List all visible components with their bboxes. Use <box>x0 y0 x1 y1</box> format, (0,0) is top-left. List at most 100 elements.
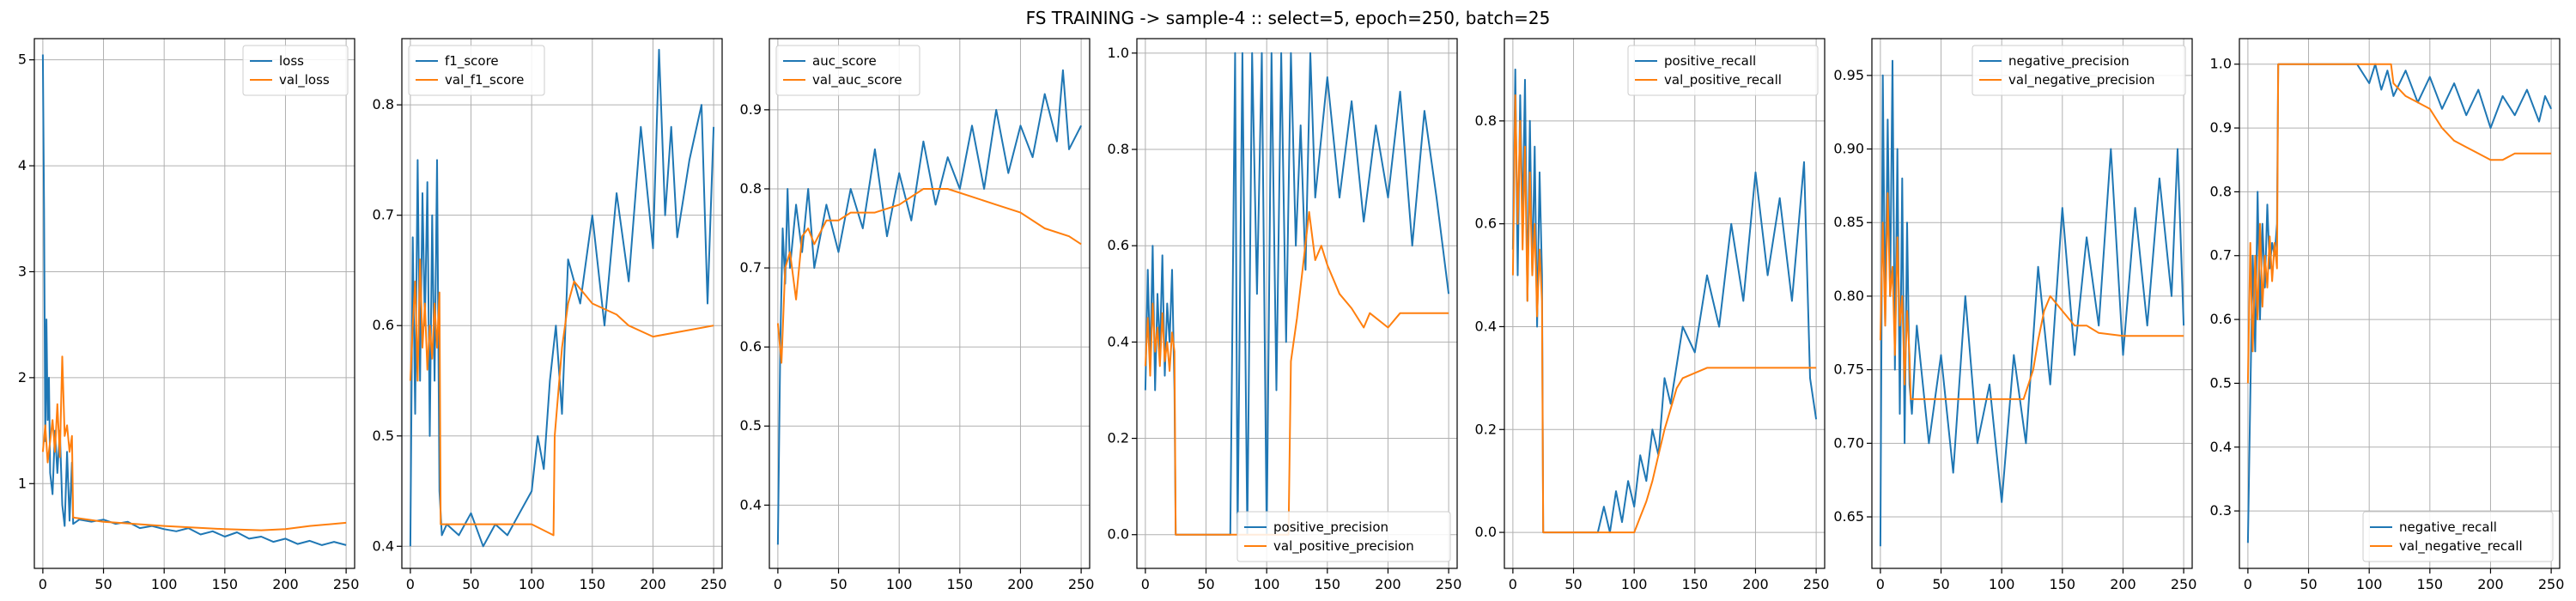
legend: positive_recall val_positive_recall <box>1627 45 1819 96</box>
y-tick-label: 0.80 <box>1833 288 1864 304</box>
y-tick-label: 0.6 <box>1475 216 1497 232</box>
series-line-f1-score <box>409 48 715 548</box>
y-tick-label: 0.8 <box>740 180 762 197</box>
axes-frame <box>1504 38 1826 569</box>
y-tick-label: 0.0 <box>1475 524 1497 540</box>
legend-label: loss <box>279 53 304 69</box>
series-line-positive-precision <box>1144 52 1450 536</box>
x-tick-label: 50 <box>94 576 112 592</box>
series-line-val-auc-score <box>776 188 1082 364</box>
legend-label: positive_recall <box>1664 53 1756 70</box>
x-tick-label: 0 <box>1141 576 1150 592</box>
series-line-val-f1-score <box>409 258 714 537</box>
legend-box <box>408 45 545 96</box>
y-tick-label: 0.75 <box>1833 361 1864 378</box>
series-line-val-negative-precision <box>1879 192 2184 400</box>
x-tick-label: 100 <box>886 576 913 592</box>
x-tick-label: 150 <box>580 576 606 592</box>
y-tick-label: 0.6 <box>2210 311 2232 327</box>
plot-area <box>402 39 722 568</box>
x-tick-label: 200 <box>640 576 666 592</box>
legend: auc_score val_auc_score <box>775 45 920 96</box>
y-tick-label: 0.7 <box>373 207 394 223</box>
y-tick-label: 0.9 <box>740 101 762 118</box>
y-tick-label: 0.3 <box>2210 502 2232 519</box>
y-tick-label: 0.95 <box>1833 67 1864 83</box>
x-tick-label: 200 <box>1742 576 1769 592</box>
x-tick-label: 50 <box>1197 576 1214 592</box>
y-tick-label: 0.5 <box>2210 374 2232 391</box>
x-tick-label: 250 <box>2538 576 2565 592</box>
y-tick-label: 0.8 <box>1108 141 1129 157</box>
y-tick-label: 0.5 <box>740 417 762 434</box>
chart-panels: 0 50 100 150 200 250 1 2 3 4 5 loss val_loss 0 50 100 15… <box>18 38 2565 592</box>
y-tick-label: 5 <box>18 52 27 68</box>
legend-label: auc_score <box>812 53 877 70</box>
y-tick-label: 0.7 <box>740 259 762 276</box>
y-tick-label: 0.65 <box>1833 508 1864 525</box>
x-tick-label: 50 <box>1932 576 1949 592</box>
x-tick-label: 150 <box>1315 576 1341 592</box>
axes-frame <box>33 38 355 569</box>
y-tick-label: 0.4 <box>740 496 762 513</box>
axes-frame <box>769 38 1091 569</box>
legend-label: val_auc_score <box>812 72 902 88</box>
x-tick-label: 100 <box>519 576 545 592</box>
chart-panel-1: 0 50 100 150 200 250 1 2 3 4 5 loss val_loss <box>18 38 359 592</box>
x-tick-label: 250 <box>1803 576 1830 592</box>
chart-panel-5: 0 50 100 150 200 250 0.0 0.2 0.4 0.6 0.8 positive_r… <box>1475 38 1830 592</box>
x-tick-label: 50 <box>462 576 479 592</box>
x-tick-label: 0 <box>2244 576 2252 592</box>
y-tick-label: 0.4 <box>373 537 394 554</box>
legend-label: negative_precision <box>2008 53 2129 70</box>
plot-area <box>34 39 355 568</box>
legend-box <box>775 45 920 96</box>
chart-panel-4: 0 50 100 150 200 250 0.0 0.2 0.4 0.6 0.8 1.0 positiv… <box>1108 38 1461 592</box>
legend-label: positive_precision <box>1273 519 1388 536</box>
chart-panel-6: 0 50 100 150 200 250 0.65 0.70 0.75 0.80 0.85 0.90 0… <box>1833 38 2196 592</box>
chart-panel-7: 0 50 100 150 200 250 0.3 0.4 0.5 0.6 0.7 0.8 0.9 1.0 n… <box>2210 38 2565 592</box>
x-tick-label: 0 <box>39 576 47 592</box>
x-tick-label: 250 <box>701 576 727 592</box>
legend-box <box>2362 511 2554 562</box>
series-line-auc-score <box>776 69 1082 545</box>
x-tick-label: 0 <box>406 576 415 592</box>
legend-label: val_f1_score <box>445 72 524 88</box>
x-tick-label: 100 <box>1621 576 1648 592</box>
y-tick-label: 0.6 <box>1108 237 1129 253</box>
y-tick-label: 0.5 <box>373 428 394 444</box>
series-line-val-positive-recall <box>1511 94 1817 534</box>
y-tick-label: 4 <box>18 157 27 173</box>
x-tick-label: 0 <box>1876 576 1885 592</box>
plot-area <box>1872 39 2192 568</box>
x-tick-label: 100 <box>1254 576 1280 592</box>
legend-box <box>242 45 349 96</box>
legend-label: negative_recall <box>2399 519 2497 536</box>
legend-label: val_positive_recall <box>1664 72 1782 88</box>
y-tick-label: 0.2 <box>1108 430 1129 446</box>
chart-panel-2: 0 50 100 150 200 250 0.4 0.5 0.6 0.7 0.8 f1_scoreva… <box>373 38 727 592</box>
x-tick-label: 200 <box>1375 576 1401 592</box>
legend: loss val_loss <box>242 45 349 96</box>
y-tick-label: 0.90 <box>1833 141 1864 157</box>
legend: f1_score val_f1_score <box>408 45 545 96</box>
x-tick-label: 150 <box>1682 576 1709 592</box>
y-tick-label: 0.9 <box>2210 119 2232 136</box>
axes-frame <box>401 38 723 569</box>
plot-area <box>769 39 1090 568</box>
axes-frame <box>2239 38 2561 569</box>
y-tick-label: 3 <box>18 263 27 279</box>
plot-area <box>1504 39 1825 568</box>
chart-panel-3: 0 50 100 150 200 250 0.4 0.5 0.6 0.7 0.8 0.9 auc_sco… <box>740 38 1095 592</box>
y-tick-label: 1 <box>18 475 27 491</box>
x-tick-label: 150 <box>212 576 239 592</box>
x-tick-label: 250 <box>1068 576 1095 592</box>
figure-title: FS TRAINING -> sample-4 :: select=5, epo… <box>1026 8 1551 28</box>
y-tick-label: 1.0 <box>2210 56 2232 72</box>
y-tick-label: 0.2 <box>1475 421 1497 437</box>
y-tick-label: 0.6 <box>740 338 762 355</box>
y-tick-label: 0.4 <box>1475 318 1497 334</box>
legend: positive_precision val_positive_precision <box>1236 511 1451 562</box>
y-tick-label: 0.70 <box>1833 434 1864 451</box>
